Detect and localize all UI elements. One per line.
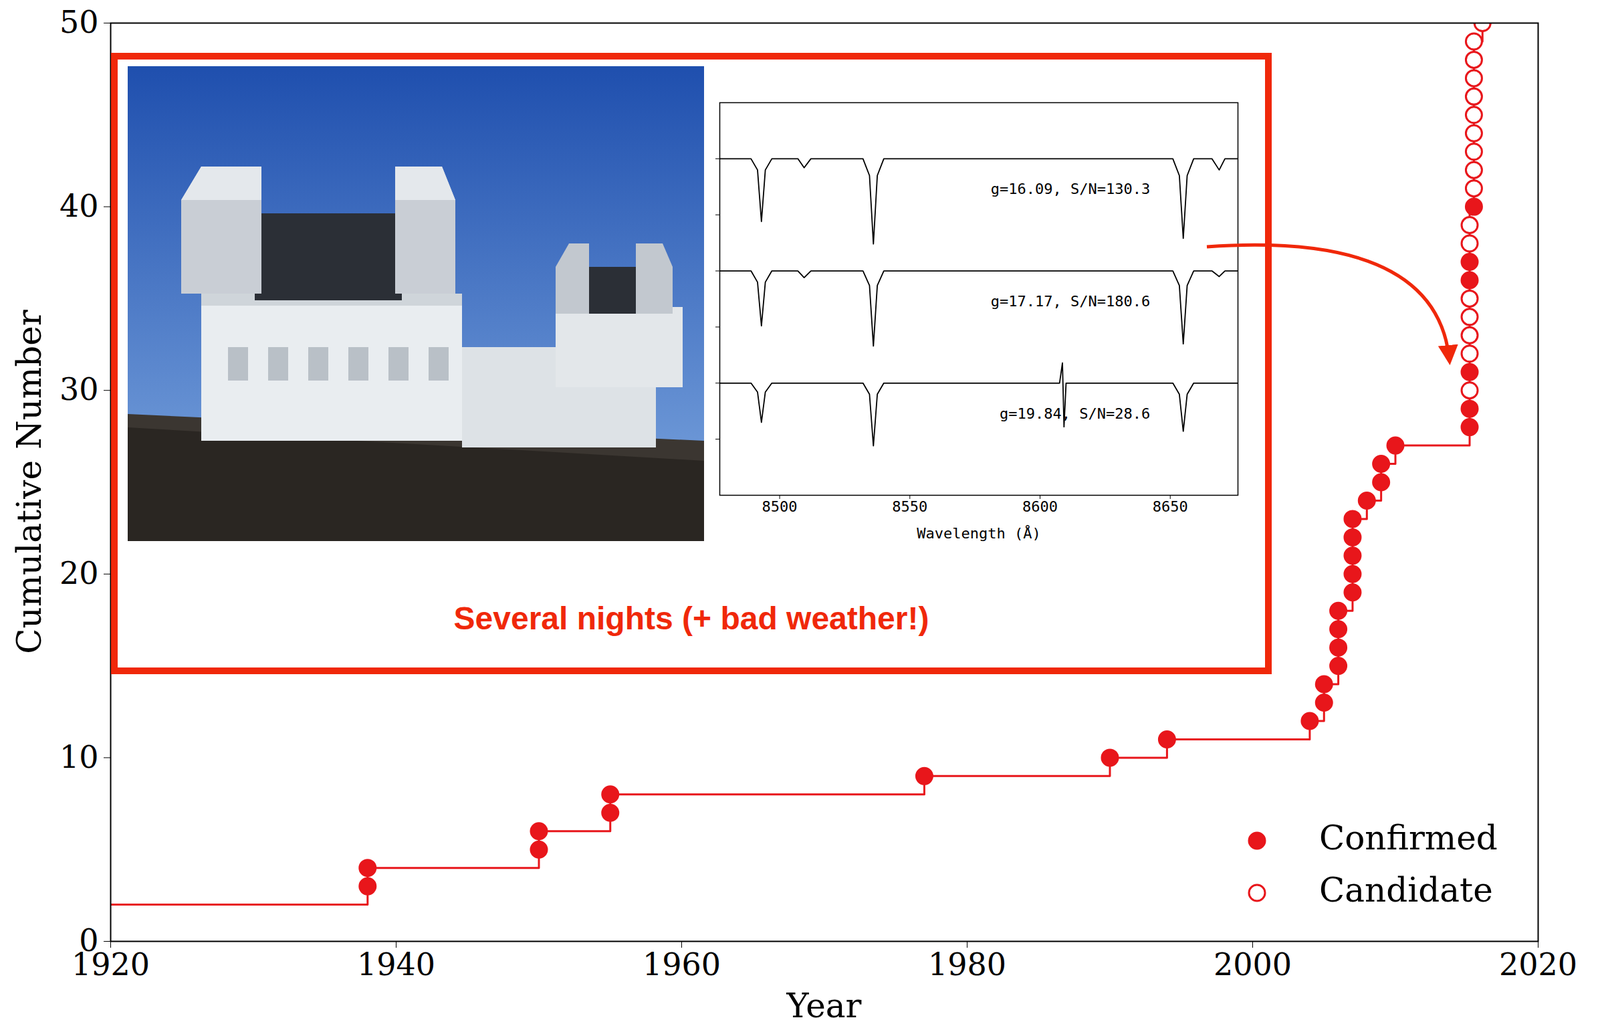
svg-text:1920: 1920 xyxy=(71,946,150,983)
svg-text:1940: 1940 xyxy=(357,946,436,983)
svg-text:g=17.17, S/N=180.6: g=17.17, S/N=180.6 xyxy=(990,292,1151,310)
svg-text:10: 10 xyxy=(59,738,99,775)
svg-text:Candidate: Candidate xyxy=(1319,870,1494,910)
svg-text:2000: 2000 xyxy=(1213,946,1292,983)
svg-text:g=19.84, S/N=28.6: g=19.84, S/N=28.6 xyxy=(999,405,1151,422)
svg-text:Wavelength (Å): Wavelength (Å) xyxy=(916,524,1041,542)
svg-text:50: 50 xyxy=(59,4,99,41)
svg-text:1960: 1960 xyxy=(642,946,721,983)
svg-text:8650: 8650 xyxy=(1152,498,1189,515)
svg-text:40: 40 xyxy=(59,187,99,224)
svg-text:30: 30 xyxy=(59,371,99,408)
svg-text:0: 0 xyxy=(79,922,99,959)
svg-text:Year: Year xyxy=(786,986,862,1025)
svg-text:Several nights (+ bad weather!: Several nights (+ bad weather!) xyxy=(453,600,930,636)
svg-text:Cumulative Number: Cumulative Number xyxy=(10,309,49,654)
svg-text:20: 20 xyxy=(59,554,99,592)
svg-text:8600: 8600 xyxy=(1022,498,1058,515)
svg-text:g=16.09, S/N=130.3: g=16.09, S/N=130.3 xyxy=(990,180,1151,198)
svg-text:8550: 8550 xyxy=(891,498,928,515)
svg-text:2020: 2020 xyxy=(1499,946,1578,983)
svg-text:1980: 1980 xyxy=(928,946,1007,983)
svg-text:Confirmed: Confirmed xyxy=(1319,818,1498,858)
svg-text:8500: 8500 xyxy=(762,498,798,515)
